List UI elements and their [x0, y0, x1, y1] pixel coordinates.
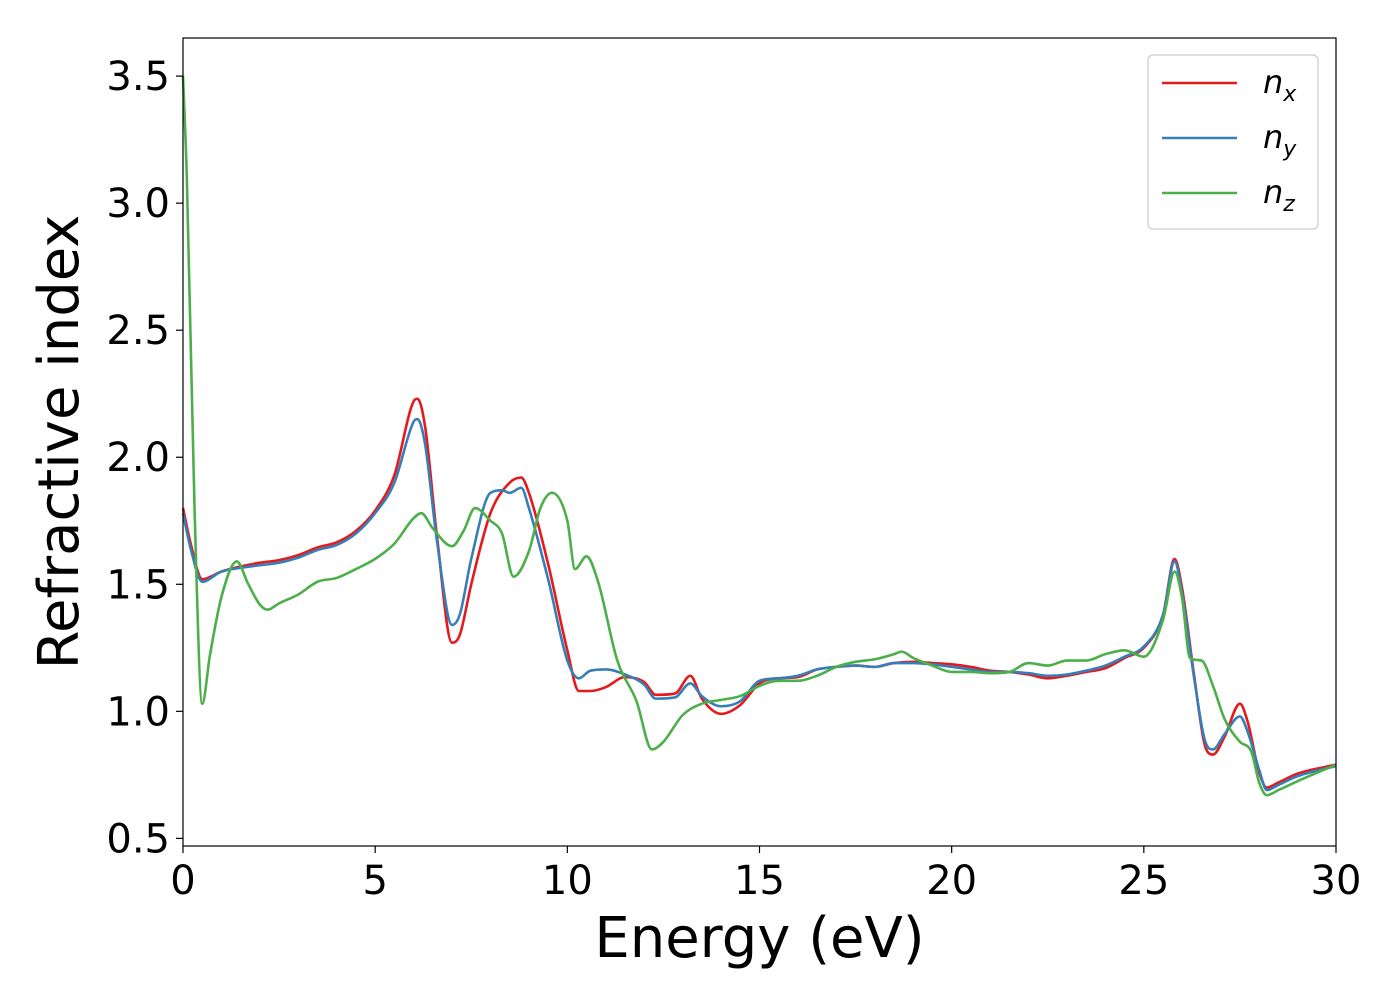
x-tick-label: 15: [734, 858, 785, 904]
legend-label-ny: ny: [1263, 118, 1297, 162]
x-tick-label: 30: [1311, 858, 1362, 904]
x-tick-label: 10: [542, 858, 593, 904]
series-line-ny: [181, 417, 1337, 792]
legend-label-nx: nx: [1263, 63, 1297, 107]
y-tick-label: 0.5: [106, 816, 170, 862]
x-tick-label: 0: [170, 858, 195, 904]
y-tick-label: 1.0: [106, 689, 170, 735]
x-tick-label: 25: [1118, 858, 1169, 904]
axis-ticks: 0 5 10 15 20 25 30 0.5 1.0 1.5 2.0 2.5 3.0 3.5: [106, 54, 1361, 904]
y-tick-label: 2.5: [106, 308, 170, 354]
legend-box: [1147, 54, 1319, 230]
x-axis-title: Energy (eV): [594, 906, 924, 971]
y-tick-label: 3.5: [106, 54, 170, 100]
legend: nx ny nz: [1147, 54, 1319, 230]
series-line-nx: [181, 397, 1337, 789]
series-line-nz: [181, 76, 1337, 797]
y-tick-label: 1.5: [106, 562, 170, 608]
y-tick-label: 2.0: [106, 435, 170, 481]
y-tick-label: 3.0: [106, 181, 170, 227]
legend-label-nz: nz: [1263, 173, 1295, 217]
x-tick-label: 5: [362, 858, 387, 904]
x-tick-label: 20: [926, 858, 977, 904]
plot-area: [181, 76, 1337, 797]
y-axis-title: Refractive index: [27, 215, 92, 670]
